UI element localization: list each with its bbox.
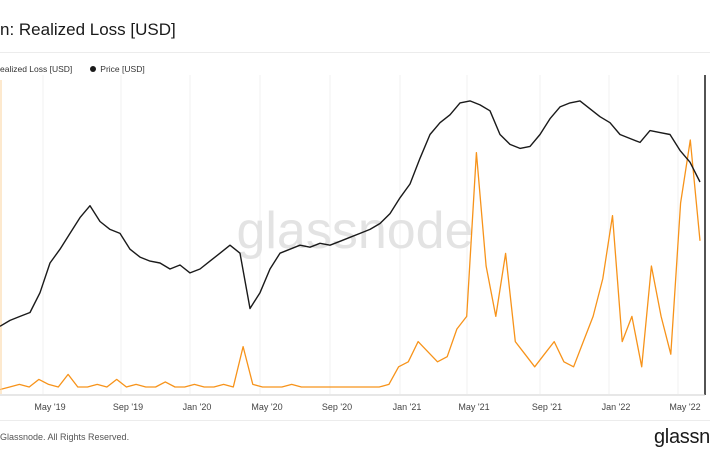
x-tick-label: May '19 [34,402,65,412]
legend-label-price: Price [USD] [100,64,145,74]
x-tick-label: May '22 [669,402,700,412]
glassnode-watermark: glassnode [236,202,473,260]
x-tick-label: Jan '20 [183,402,212,412]
copyright-text: Glassnode. All Rights Reserved. [0,432,130,442]
realized-loss-line [0,139,701,391]
legend-item-price[interactable]: Price [USD] [90,64,145,74]
top-divider [0,52,710,53]
series-realized-loss [0,80,701,394]
chart-plot[interactable]: glassnode May '19 Sep '19 Jan '20 May '20 Se… [0,0,710,420]
glassnode-logo[interactable]: glassn [653,426,710,448]
footer-divider [0,420,710,421]
legend-dot-price [90,66,97,72]
x-tick-label: Sep '19 [113,402,143,412]
x-axis-ticks: May '19 Sep '19 Jan '20 May '20 Sep '20 Jan '… [34,402,700,412]
legend-label-realized-loss: ealized Loss [USD] [0,64,73,74]
chart-legend: ealized Loss [USD] Price [USD] [0,62,163,76]
x-tick-label: Jan '22 [602,402,631,412]
price-line [0,100,701,327]
x-tick-label: Jan '21 [393,402,422,412]
x-tick-label: Sep '21 [532,402,562,412]
x-tick-label: Sep '20 [322,402,352,412]
x-tick-label: May '21 [458,402,489,412]
chart-title: n: Realized Loss [USD] [0,20,176,39]
legend-item-realized-loss[interactable]: ealized Loss [USD] [0,64,72,74]
x-tick-label: May '20 [251,402,282,412]
series-price [0,100,701,327]
